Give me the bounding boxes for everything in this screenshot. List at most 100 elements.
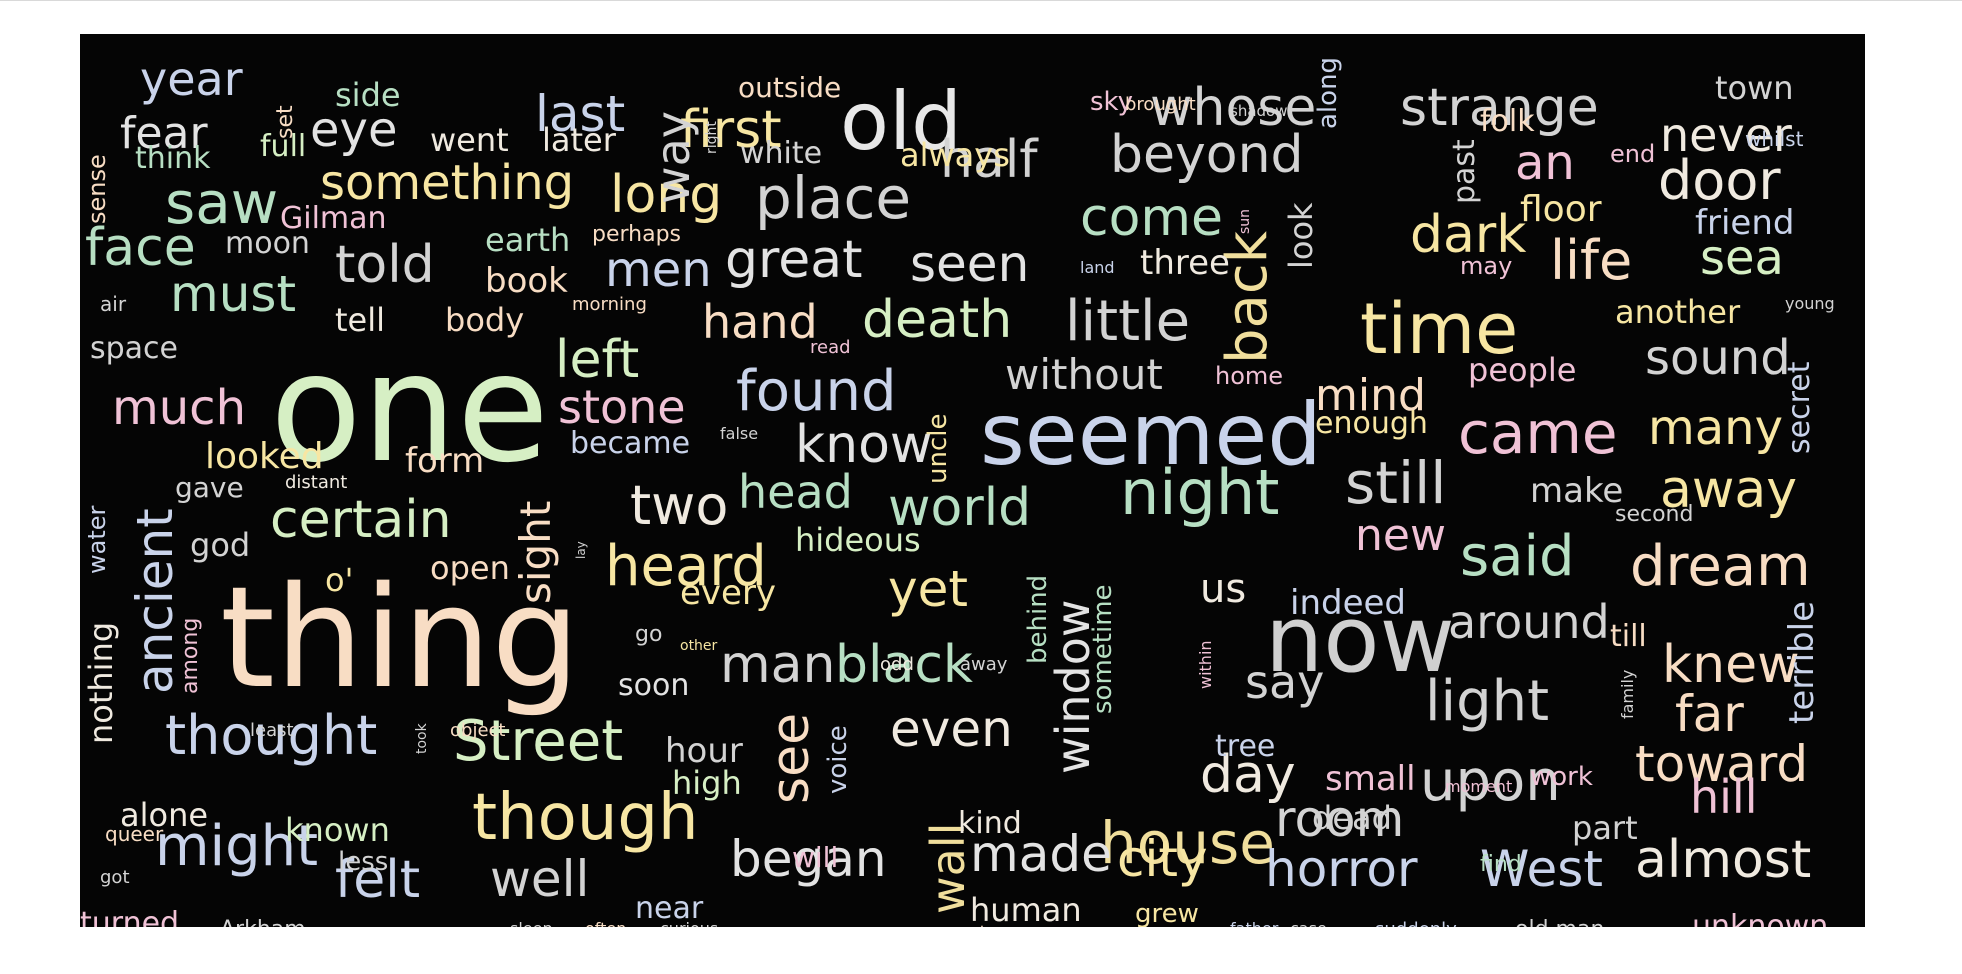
word: body <box>445 301 525 339</box>
word: sometime <box>1088 584 1118 714</box>
word: death <box>862 290 1013 350</box>
word: dream <box>1630 534 1811 599</box>
word: horror <box>1265 840 1418 898</box>
word: time <box>1360 288 1519 370</box>
word: make <box>1530 471 1624 511</box>
word: knew <box>1662 635 1800 695</box>
word: moment <box>1445 777 1513 796</box>
word: folk <box>1480 104 1535 139</box>
word: along <box>1313 56 1343 129</box>
word: became <box>570 426 691 461</box>
word: within <box>1196 640 1215 689</box>
word: began <box>730 830 887 888</box>
word: little <box>1065 289 1191 354</box>
word: go <box>635 622 663 647</box>
word: night <box>1120 456 1280 529</box>
word: case <box>1290 921 1327 928</box>
word: still <box>1345 449 1447 517</box>
word: hill <box>1690 770 1758 824</box>
word: said <box>1460 524 1575 589</box>
word: old man <box>1515 919 1604 928</box>
word: beyond <box>1110 125 1304 185</box>
word: tree <box>1215 729 1276 764</box>
word: two <box>630 474 729 537</box>
word: unknown <box>1692 909 1829 928</box>
word: got <box>100 867 130 888</box>
word: away <box>1660 460 1798 520</box>
word: place <box>755 164 912 232</box>
word: later <box>542 121 616 159</box>
page-top-rule <box>0 0 1962 1</box>
word: certain <box>270 490 452 550</box>
word: something <box>320 155 575 211</box>
word: kind <box>958 806 1022 841</box>
word: well <box>490 850 590 908</box>
word: people <box>1468 351 1577 389</box>
word: small <box>1325 759 1416 799</box>
word: see <box>761 712 821 804</box>
word: told <box>335 235 435 295</box>
word: way <box>646 110 700 204</box>
word: saw <box>165 169 279 237</box>
word: second <box>1615 502 1694 527</box>
word: head <box>738 465 853 519</box>
word: light <box>1425 669 1550 734</box>
word: without <box>1005 350 1163 399</box>
word: found <box>736 359 897 424</box>
word: will <box>792 841 839 874</box>
word: stone <box>558 380 686 434</box>
word: thought <box>165 704 378 767</box>
word: book <box>485 261 568 301</box>
word: say <box>1245 655 1325 709</box>
word: Arkham <box>220 919 306 928</box>
word: went <box>430 121 509 159</box>
word: work <box>1530 762 1593 792</box>
word: turned <box>80 906 180 928</box>
word: felt <box>335 850 421 910</box>
word: much <box>112 380 246 436</box>
word: came <box>1458 399 1618 467</box>
word: hour <box>665 731 743 771</box>
word: look <box>1282 202 1320 269</box>
word: morning <box>572 294 647 315</box>
word: behind <box>1023 574 1053 664</box>
word: almost <box>1635 830 1812 890</box>
word: room <box>1275 790 1405 848</box>
word: enough <box>1315 406 1428 441</box>
word: long <box>610 165 723 225</box>
word: land <box>1080 258 1115 277</box>
word-cloud-image: one thing seemed now old time night hous… <box>80 34 1865 927</box>
word: sort <box>955 924 986 928</box>
word: often <box>585 921 626 928</box>
word: even <box>890 700 1013 758</box>
word: dead <box>1312 799 1392 837</box>
word: mind <box>1315 370 1426 421</box>
word: brought <box>1125 94 1196 115</box>
word: Street <box>453 709 624 774</box>
word: outside <box>738 71 842 104</box>
word: new <box>1355 510 1446 561</box>
word: us <box>1200 566 1247 612</box>
word: sleep <box>510 921 553 928</box>
word: sea <box>1700 230 1784 286</box>
word: shadow <box>1230 102 1288 120</box>
word: water <box>83 505 111 574</box>
word: house <box>1100 809 1275 877</box>
word: always <box>900 136 1010 174</box>
word: friend <box>1695 203 1795 243</box>
word: an <box>1515 135 1575 191</box>
word: seemed <box>980 385 1322 485</box>
word: distant <box>285 472 348 493</box>
word: young <box>1785 294 1835 313</box>
word: lay <box>574 541 588 559</box>
word: three <box>1140 243 1230 283</box>
word: least <box>250 720 294 741</box>
word: far <box>1675 685 1744 743</box>
word: man <box>720 635 836 695</box>
word: though <box>472 781 699 855</box>
word: indeed <box>1290 583 1406 623</box>
word: read <box>810 337 851 358</box>
word: life <box>1550 229 1633 292</box>
word: away <box>960 654 1008 675</box>
word: voice <box>823 725 853 794</box>
